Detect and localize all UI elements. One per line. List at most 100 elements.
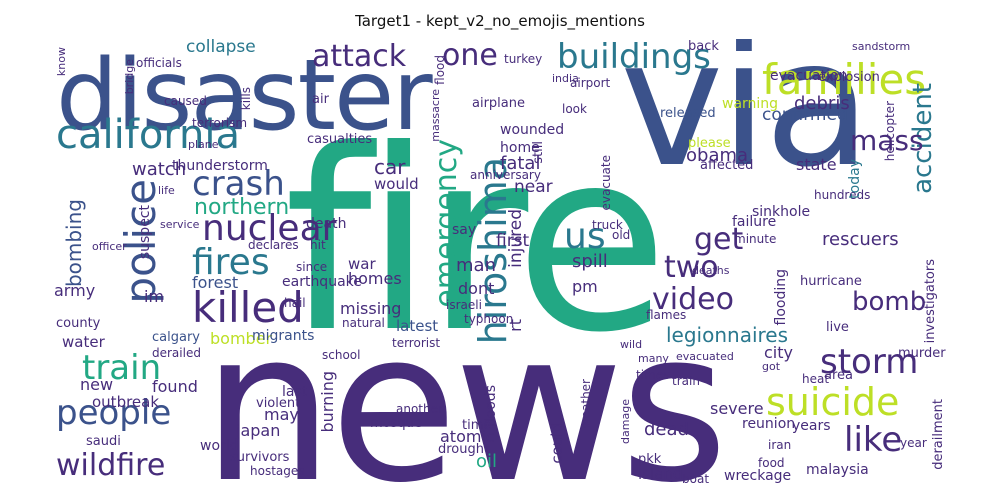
word-natural: natural xyxy=(342,316,385,330)
word-wild: wild xyxy=(620,338,643,351)
word-man: man xyxy=(456,255,496,276)
word-dead: dead xyxy=(644,419,689,440)
word-drought: drought xyxy=(438,442,490,457)
word-old: old xyxy=(612,228,631,242)
word-debris: debris xyxy=(794,93,850,114)
word-service: service xyxy=(160,218,200,231)
word-derailed: derailed xyxy=(152,346,201,360)
word-would: would xyxy=(374,175,419,193)
word-bridge: bridge xyxy=(123,59,136,95)
word-home: home xyxy=(500,140,540,156)
word-like: like xyxy=(844,420,903,460)
word-still: still xyxy=(531,141,546,164)
word-casualties: casualties xyxy=(307,132,373,147)
word-death: death xyxy=(306,216,347,232)
word-india: india xyxy=(552,72,579,85)
word-evacuation: evacuation xyxy=(770,68,848,84)
word-near: near xyxy=(514,177,553,197)
word-helicopter: helicopter xyxy=(883,101,897,162)
word-burning: burning xyxy=(318,371,337,433)
word-rescuers: today xyxy=(847,159,863,199)
word-war: war xyxy=(348,255,376,273)
word-could: could xyxy=(548,423,566,464)
word-violent: violent xyxy=(256,396,301,411)
word-outbreak: outbreak xyxy=(92,393,160,411)
word-attack: attack xyxy=(312,39,407,74)
word-many: many xyxy=(638,352,669,365)
word-buildings: buildings xyxy=(557,39,711,77)
word-say: say xyxy=(452,222,477,238)
word-legionnaires: legionnaires xyxy=(666,323,789,347)
word-world: world xyxy=(200,438,239,454)
word-released: released xyxy=(660,106,716,121)
word-calgary: calgary xyxy=(152,330,200,345)
word-year: year xyxy=(900,436,927,450)
word-train-small: train xyxy=(672,374,700,388)
word-pkk: pkk xyxy=(638,452,662,467)
word-bomber: bomber xyxy=(210,329,273,348)
word-food: food xyxy=(758,456,785,470)
word-sandstorm: sandstorm xyxy=(852,40,911,53)
word-may: may xyxy=(264,405,299,424)
word-typhoon: typhoon xyxy=(464,312,514,326)
word-time: time xyxy=(462,418,492,433)
word-suspect: suspect xyxy=(137,205,153,260)
word-fire: fire xyxy=(284,96,669,387)
word-anniversary: anniversary xyxy=(470,168,541,182)
word-turkey: turkey xyxy=(504,52,543,66)
word-storm: storm xyxy=(820,342,919,382)
word-massacre: massacre xyxy=(429,89,442,142)
word-japan: japan xyxy=(236,421,281,440)
word-oil: oil xyxy=(476,451,498,472)
word-army: army xyxy=(54,281,96,300)
word-us: us xyxy=(564,216,606,257)
word-flames: flames xyxy=(646,308,687,322)
word-people: people xyxy=(56,393,172,433)
word-iran: iran xyxy=(768,438,792,452)
word-boat: boat xyxy=(682,472,710,486)
word-damage: damage xyxy=(619,399,632,444)
word-got: got xyxy=(762,360,781,373)
word-island: island xyxy=(638,465,683,483)
word-evacuate: evacuate xyxy=(599,155,613,211)
word-since: since xyxy=(296,260,328,274)
word-plane: plane xyxy=(188,138,219,151)
word-know: know xyxy=(55,47,68,77)
word-killed: killed xyxy=(192,283,304,332)
word-get: get xyxy=(694,222,744,257)
word-derailment: derailment xyxy=(931,399,946,470)
word-another: another xyxy=(396,402,443,416)
word-officials: officials xyxy=(136,56,182,70)
word-im: im xyxy=(144,287,165,306)
word-bomb: bomb xyxy=(852,287,927,317)
word-two: two xyxy=(664,250,719,285)
word-thunderstorm: thunderstorm xyxy=(172,158,268,174)
word-mass: mass xyxy=(850,124,924,157)
word-earthquake: earthquake xyxy=(282,274,362,290)
word-truck: truck xyxy=(592,218,623,232)
word-area: area xyxy=(824,368,853,383)
word-wounded: wounded xyxy=(500,122,565,138)
word-state: state xyxy=(796,155,837,174)
word-forest: forest xyxy=(192,273,239,292)
word-city: city xyxy=(764,343,793,362)
word-cloud: news fire via disaster california famili… xyxy=(52,39,952,489)
word-reunion: reunion xyxy=(742,416,796,432)
word-caused: caused xyxy=(164,94,207,108)
word-murder: murder xyxy=(898,346,946,361)
word-fires: fires xyxy=(192,242,270,283)
word-airport: airport xyxy=(570,76,611,90)
word-airplane: airplane xyxy=(472,96,525,111)
word-kills: kills xyxy=(239,87,253,111)
word-watch: watch xyxy=(132,159,187,180)
word-water: water xyxy=(62,333,105,351)
word-deaths: deaths xyxy=(692,264,730,277)
word-california: california xyxy=(56,112,241,158)
word-hostages: hostages xyxy=(250,464,305,478)
word-disaster: disaster xyxy=(56,39,433,153)
word-atomic: atomic xyxy=(440,427,495,446)
word-homes: homes xyxy=(348,269,402,288)
word-first: first xyxy=(496,231,530,251)
word-suicide: suicide xyxy=(766,380,900,424)
word-mosque: mosque xyxy=(370,416,422,431)
